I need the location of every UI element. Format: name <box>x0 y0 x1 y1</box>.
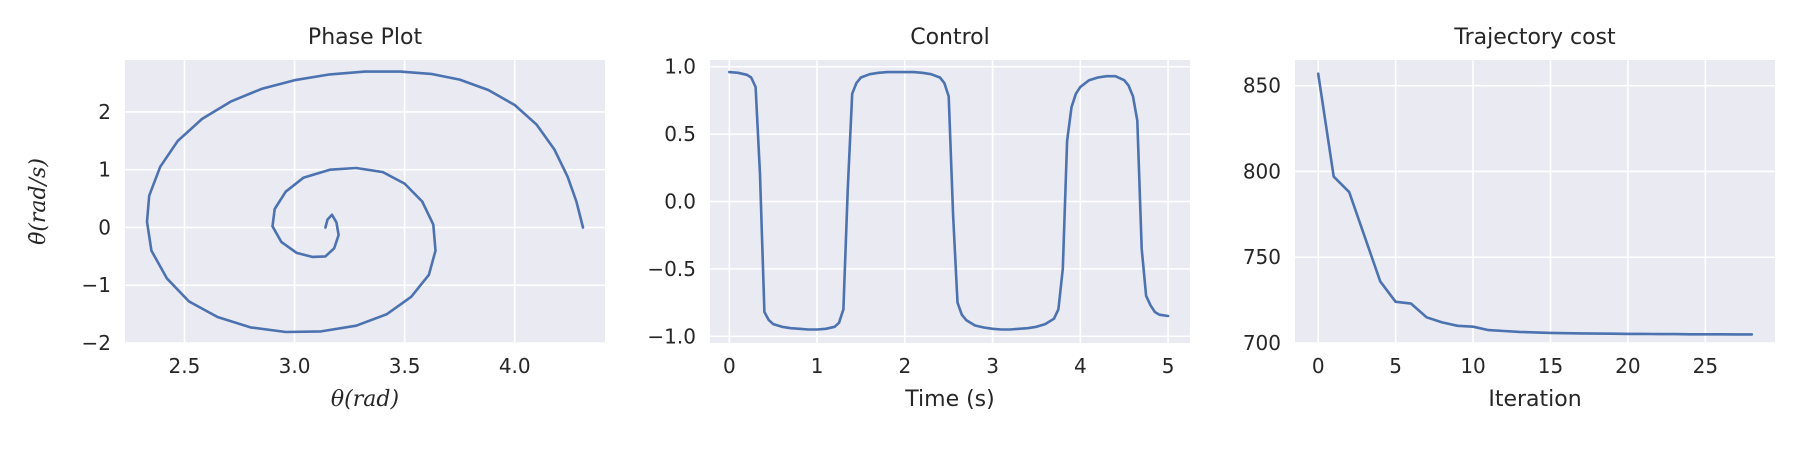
control-y-tick-label: 1.0 <box>664 55 696 79</box>
trajectory-cost-title: Trajectory cost <box>1453 25 1616 50</box>
phase-plot-y-tick-label: −2 <box>82 331 111 355</box>
control-x-tick-label: 1 <box>811 354 824 378</box>
control-x-tick-label: 4 <box>1074 354 1087 378</box>
trajectory-cost-y-tick-label: 800 <box>1243 159 1281 183</box>
trajectory-cost-x-tick-label: 10 <box>1460 354 1485 378</box>
control-x-axis-label: Time (s) <box>904 387 994 412</box>
trajectory-cost-panel: 0 5 10 15 20 25 700 750 800 850 Trajectory cost Ite… <box>1243 25 1775 412</box>
trajectory-cost-y-tick-label: 850 <box>1243 74 1281 98</box>
phase-plot-panel: 2.5 3.0 3.5 4.0 −2 −1 0 1 2 Phase Plot θ(rad) θ̇(ra… <box>26 25 605 412</box>
trajectory-cost-x-tick-label: 15 <box>1538 354 1563 378</box>
control-y-tick-label: −0.5 <box>647 257 696 281</box>
control-panel: 0 1 2 3 4 5 −1.0 −0.5 0.0 0.5 1.0 Control Time (s) <box>647 25 1190 412</box>
trajectory-cost-x-tick-label: 0 <box>1312 354 1325 378</box>
phase-plot-y-axis-label: θ̇(rad/s) <box>26 158 51 245</box>
trajectory-cost-y-tick-label: 700 <box>1243 331 1281 355</box>
control-y-tick-label: 0.5 <box>664 122 696 146</box>
control-title: Control <box>910 25 990 50</box>
phase-plot-x-tick-label: 3.5 <box>389 354 421 378</box>
phase-plot-x-tick-label: 3.0 <box>279 354 311 378</box>
trajectory-cost-x-tick-label: 25 <box>1693 354 1718 378</box>
control-x-tick-label: 0 <box>723 354 736 378</box>
control-y-tick-label: −1.0 <box>647 324 696 348</box>
control-x-tick-label: 2 <box>898 354 911 378</box>
phase-plot-x-tick-label: 2.5 <box>169 354 201 378</box>
control-x-tick-label: 3 <box>986 354 999 378</box>
phase-plot-plot-area <box>125 60 605 343</box>
trajectory-cost-x-tick-label: 20 <box>1615 354 1640 378</box>
phase-plot-y-tick-label: 0 <box>98 215 111 239</box>
phase-plot-y-tick-label: 2 <box>98 100 111 124</box>
phase-plot-y-tick-label: 1 <box>98 158 111 182</box>
trajectory-cost-x-axis-label: Iteration <box>1488 387 1581 412</box>
control-series-line <box>728 70 1170 331</box>
trajectory-cost-x-tick-label: 5 <box>1389 354 1402 378</box>
phase-plot-y-tick-label: −1 <box>82 273 111 297</box>
phase-plot-title: Phase Plot <box>308 25 423 50</box>
control-y-tick-label: 0.0 <box>664 190 696 214</box>
trajectory-cost-plot-area <box>1295 60 1775 343</box>
trajectory-cost-series-line <box>1316 72 1754 336</box>
trajectory-cost-y-tick-label: 750 <box>1243 245 1281 269</box>
phase-plot-series-line <box>145 70 585 334</box>
control-x-tick-label: 5 <box>1162 354 1175 378</box>
phase-plot-x-axis-label: θ(rad) <box>331 387 399 412</box>
phase-plot-x-tick-label: 4.0 <box>499 354 531 378</box>
